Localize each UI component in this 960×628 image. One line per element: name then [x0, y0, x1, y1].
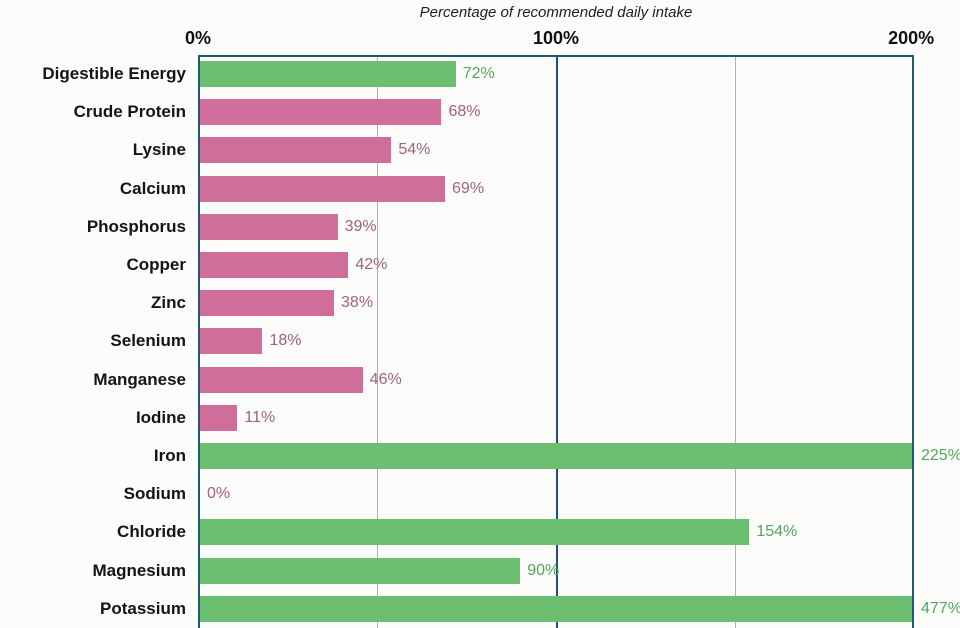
chart-row: Iron 225%	[0, 437, 960, 475]
bar-track: 11%	[198, 404, 914, 431]
category-label: Magnesium	[92, 560, 186, 580]
chart-row: Copper 42%	[0, 246, 960, 284]
value-label: 225%	[921, 446, 960, 464]
value-label: 11%	[244, 408, 276, 426]
bar-track: 90%	[198, 557, 914, 584]
value-label: 39%	[344, 217, 377, 235]
bar-track: 18%	[198, 328, 914, 355]
bar	[200, 442, 914, 469]
x-axis: 0% 100% 200%	[185, 28, 934, 54]
category-label: Iodine	[135, 407, 186, 427]
x-axis-tick-0: 0%	[184, 28, 212, 48]
chart-row: Iodine 11%	[0, 399, 960, 437]
value-label: 68%	[448, 103, 481, 121]
category-label: Potassium	[100, 598, 186, 618]
chart-title: Percentage of recommended daily intake	[419, 4, 693, 21]
bar	[200, 99, 442, 126]
bar-track: 54%	[198, 137, 914, 164]
category-label: Sodium	[123, 484, 186, 504]
chart-row: Digestible Energy 72%	[0, 55, 960, 93]
value-label: 0%	[207, 485, 231, 503]
x-axis-tick-200: 200%	[888, 28, 935, 48]
value-label: 72%	[462, 65, 495, 83]
bar-track: 68%	[198, 99, 914, 126]
bar-track: 225%	[198, 442, 960, 469]
category-label: Chloride	[117, 522, 186, 542]
category-label: Copper	[126, 255, 187, 275]
chart-row: Manganese 46%	[0, 361, 960, 399]
category-label: Digestible Energy	[42, 64, 186, 84]
value-label: 69%	[452, 179, 485, 197]
bar-track: 39%	[198, 213, 914, 240]
chart-row: Calcium 69%	[0, 170, 960, 208]
bar	[200, 213, 338, 240]
chart-row: Chloride 154%	[0, 513, 960, 551]
category-label: Phosphorus	[86, 216, 186, 236]
category-label: Iron	[153, 445, 186, 465]
bar	[200, 595, 914, 622]
category-label: Selenium	[110, 331, 186, 351]
bar-track: 477%	[198, 595, 960, 622]
bar	[200, 328, 263, 355]
chart-row: Selenium 18%	[0, 322, 960, 360]
bar	[200, 404, 238, 431]
bar-track: 0%	[198, 481, 914, 507]
bar	[200, 137, 392, 164]
chart-row: Sodium 0%	[0, 475, 960, 513]
chart-row: Crude Protein 68%	[0, 93, 960, 131]
value-label: 90%	[527, 561, 560, 579]
value-label: 477%	[921, 599, 960, 617]
bar-track: 38%	[198, 290, 914, 317]
x-axis-tick-100: 100%	[532, 28, 580, 48]
bar-track: 72%	[198, 61, 914, 88]
category-label: Calcium	[119, 178, 186, 198]
bar-track: 42%	[198, 252, 914, 279]
category-label: Zinc	[151, 293, 186, 313]
category-label: Lysine	[132, 140, 186, 160]
chart-rows: Digestible Energy 72% Crude Protein 68% Lysi…	[0, 55, 960, 628]
bar	[200, 175, 446, 202]
chart-row: Zinc 38%	[0, 284, 960, 322]
bar	[200, 366, 363, 393]
value-label: 46%	[369, 370, 402, 388]
chart-row: Potassium 477%	[0, 590, 960, 628]
value-label: 54%	[398, 141, 431, 159]
bar	[200, 557, 521, 584]
bar	[200, 252, 349, 279]
value-label: 42%	[355, 256, 388, 274]
bar-track: 69%	[198, 175, 914, 202]
bar-track: 46%	[198, 366, 914, 393]
bar	[200, 519, 750, 546]
value-label: 18%	[269, 332, 302, 350]
category-label: Manganese	[93, 369, 186, 389]
bar	[200, 61, 456, 88]
bar	[200, 290, 335, 317]
bar-track: 154%	[198, 519, 914, 546]
chart-row: Magnesium 90%	[0, 551, 960, 589]
value-label: 38%	[341, 294, 374, 312]
value-label: 154%	[756, 523, 798, 541]
chart-row: Phosphorus 39%	[0, 208, 960, 246]
category-label: Crude Protein	[73, 102, 186, 122]
chart-row: Lysine 54%	[0, 131, 960, 169]
